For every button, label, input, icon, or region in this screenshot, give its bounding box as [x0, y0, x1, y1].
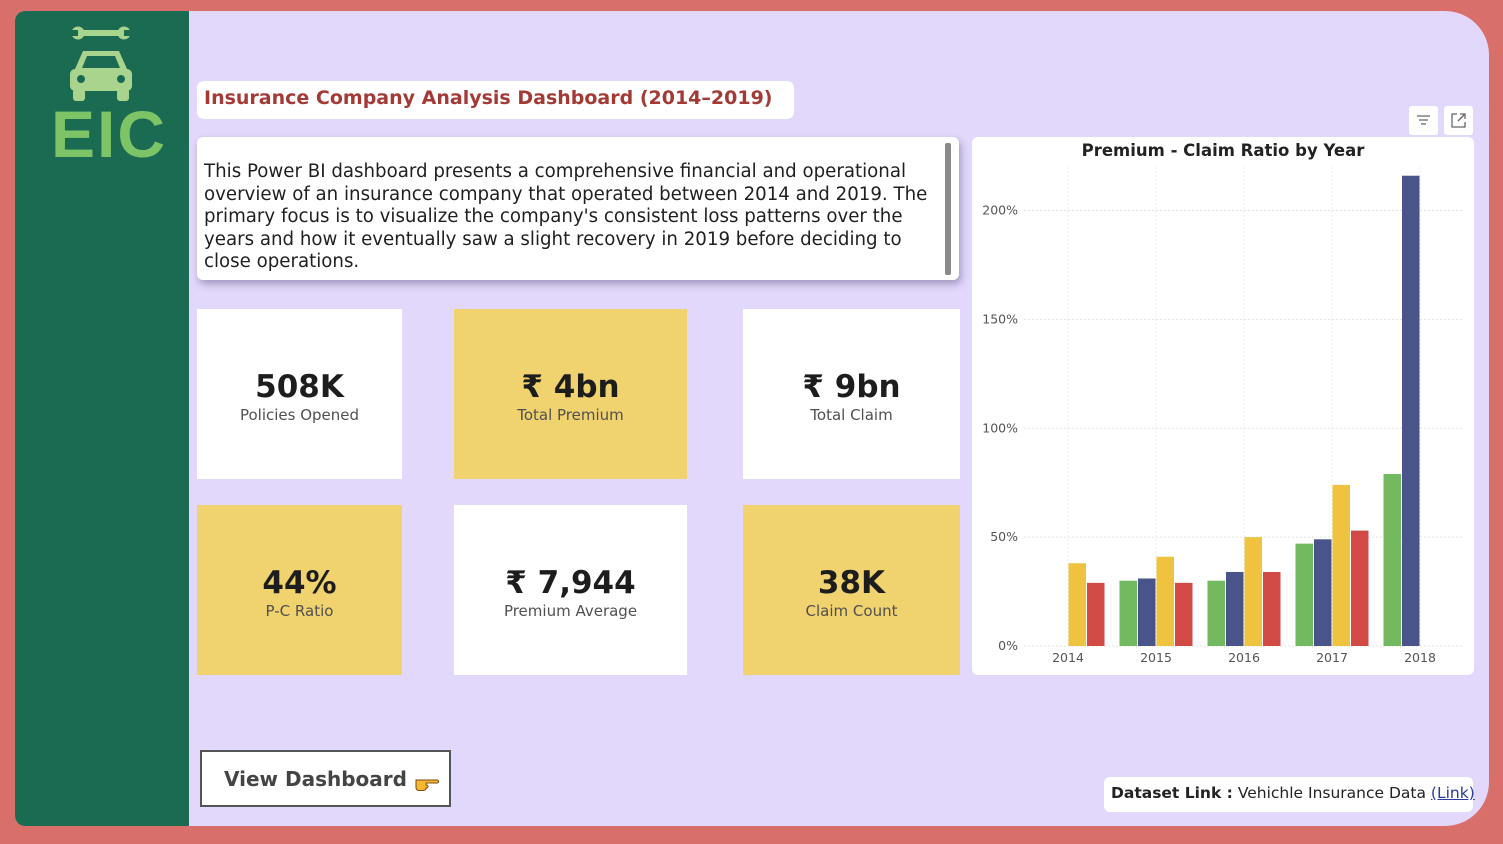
focus-mode-button[interactable] [1444, 106, 1473, 135]
dataset-link[interactable]: (Link) [1430, 784, 1475, 802]
kpi-label: Total Claim [810, 406, 893, 424]
view-dashboard-button[interactable]: View Dashboard [200, 750, 451, 807]
chart-title: Premium - Claim Ratio by Year [1081, 141, 1365, 160]
sidebar: EIC [15, 11, 189, 826]
logo: EIC [51, 23, 168, 173]
kpi-policies-opened: 508K Policies Opened [197, 309, 402, 479]
kpi-value: 44% [262, 565, 337, 601]
x-tick-label: 2015 [1140, 650, 1172, 665]
kpi-total-claim: ₹ 9bn Total Claim [743, 309, 960, 479]
chart-bar [1402, 175, 1420, 646]
chart-bar [1295, 543, 1313, 646]
chart-bar [1383, 473, 1401, 646]
y-tick-label: 200% [982, 203, 1018, 218]
chart-bar [1068, 563, 1086, 646]
chart-bar [1351, 530, 1369, 646]
kpi-claim-count: 38K Claim Count [743, 505, 960, 675]
chart-bar [1332, 484, 1350, 646]
kpi-value: ₹ 7,944 [505, 565, 636, 601]
kpi-label: Claim Count [805, 602, 898, 620]
filter-button[interactable] [1409, 106, 1438, 135]
chart-bar [1207, 580, 1225, 646]
view-dashboard-label: View Dashboard [224, 766, 407, 791]
page-title: Insurance Company Analysis Dashboard (20… [204, 87, 773, 109]
kpi-label: Premium Average [503, 602, 638, 620]
x-tick-label: 2018 [1404, 650, 1436, 665]
premium-claim-chart: 0% 50% 100% 150% 200% 2014 2015 2016 2017 2018 [982, 167, 1464, 665]
filter-icon [1417, 115, 1430, 125]
chart-bar [1175, 582, 1193, 646]
chart-card: Premium - Claim Ratio by Year 0% 50% 100% 1… [972, 137, 1474, 675]
dataset-link-box: Dataset Link : Vehichle Insurance Data (… [1104, 777, 1475, 812]
chart-bar [1244, 537, 1262, 646]
kpi-premium-average: ₹ 7,944 Premium Average [454, 505, 687, 675]
y-tick-label: 0% [998, 638, 1018, 653]
description-card: This Power BI dashboard presents a compr… [197, 137, 959, 280]
x-tick-label: 2016 [1228, 650, 1260, 665]
chart-bar [1119, 580, 1137, 646]
description-text: This Power BI dashboard presents a compr… [204, 161, 928, 272]
kpi-label: Policies Opened [239, 406, 360, 424]
dashboard-frame: EIC Insurance Company Analysis Dashboard… [15, 11, 1489, 826]
x-tick-label: 2014 [1052, 650, 1084, 665]
logo-text: EIC [51, 97, 168, 171]
chart-bar [1138, 578, 1156, 646]
y-tick-label: 100% [982, 420, 1018, 435]
car-wrench-icon [70, 26, 132, 101]
y-tick-label: 150% [982, 311, 1018, 326]
dataset-label: Dataset Link : [1111, 784, 1233, 802]
kpi-value: ₹ 9bn [802, 369, 901, 405]
y-tick-label: 50% [990, 529, 1018, 544]
kpi-value: ₹ 4bn [521, 369, 620, 405]
kpi-value: 38K [817, 565, 886, 601]
chart-bar [1263, 571, 1281, 646]
kpi-label: P-C Ratio [265, 602, 334, 620]
x-tick-label: 2017 [1316, 650, 1348, 665]
title-card: Insurance Company Analysis Dashboard (20… [197, 81, 794, 119]
kpi-value: 508K [255, 369, 344, 405]
dataset-text: Vehichle Insurance Data [1237, 784, 1426, 802]
chart-bar [1226, 571, 1244, 646]
chart-bar [1314, 539, 1332, 646]
description-scrollbar[interactable] [945, 143, 951, 275]
kpi-total-premium: ₹ 4bn Total Premium [454, 309, 687, 479]
focus-mode-icon [1451, 113, 1466, 128]
chart-bar [1087, 582, 1105, 646]
kpi-label: Total Premium [517, 406, 624, 424]
kpi-pc-ratio: 44% P-C Ratio [197, 505, 402, 675]
chart-bar [1156, 556, 1174, 646]
pointing-hand-icon [415, 779, 439, 791]
